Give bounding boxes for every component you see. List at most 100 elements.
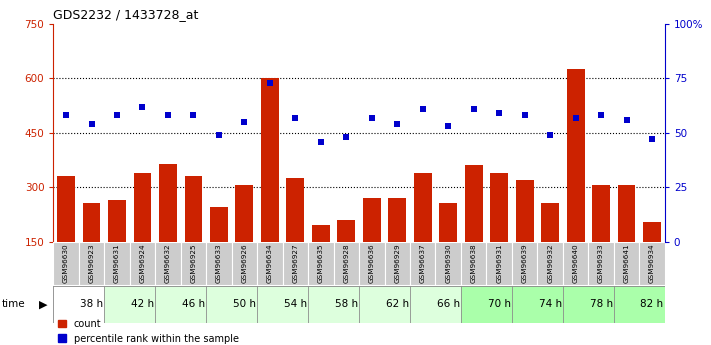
Bar [541, 204, 559, 241]
Bar [410, 286, 461, 323]
Bar [512, 241, 538, 285]
Bar [283, 241, 308, 285]
Text: GSM96635: GSM96635 [318, 243, 324, 283]
Bar [287, 178, 304, 242]
Point [137, 104, 148, 109]
Point [519, 113, 530, 118]
Bar [643, 221, 661, 242]
Text: GSM96934: GSM96934 [649, 243, 655, 283]
Bar [79, 241, 105, 285]
Text: 46 h: 46 h [182, 299, 205, 309]
Bar [333, 241, 359, 285]
Text: 78 h: 78 h [589, 299, 613, 309]
Bar [567, 69, 584, 241]
Bar [515, 180, 533, 242]
Text: GSM96925: GSM96925 [191, 243, 196, 283]
Point [646, 137, 658, 142]
Point [468, 106, 479, 112]
Bar [312, 225, 330, 241]
Text: GSM96638: GSM96638 [471, 243, 476, 283]
Text: GSM96931: GSM96931 [496, 243, 502, 283]
Point [213, 132, 225, 138]
Point [162, 113, 173, 118]
Point [493, 110, 505, 116]
Bar [465, 165, 483, 242]
Text: GSM96923: GSM96923 [89, 243, 95, 283]
Bar [614, 286, 665, 323]
Text: GSM96932: GSM96932 [547, 243, 553, 283]
Bar [181, 241, 206, 285]
Bar [108, 200, 126, 242]
Text: 66 h: 66 h [437, 299, 460, 309]
Text: 82 h: 82 h [641, 299, 663, 309]
Point [315, 139, 326, 144]
Text: GSM96930: GSM96930 [445, 243, 451, 283]
Text: GSM96639: GSM96639 [522, 243, 528, 283]
Point [392, 121, 403, 127]
Bar [159, 164, 177, 242]
Bar [563, 241, 589, 285]
Text: GSM96641: GSM96641 [624, 243, 629, 283]
Bar [53, 286, 105, 323]
Text: 58 h: 58 h [335, 299, 358, 309]
Text: GSM96929: GSM96929 [395, 243, 400, 283]
Text: GSM96631: GSM96631 [114, 243, 120, 283]
Bar [491, 172, 508, 242]
Bar [592, 185, 610, 242]
Text: GSM96640: GSM96640 [572, 243, 579, 283]
Text: GSM96927: GSM96927 [292, 243, 299, 283]
Bar [257, 241, 283, 285]
Bar [461, 241, 486, 285]
Point [289, 115, 301, 120]
Bar [105, 286, 155, 323]
Bar [155, 241, 181, 285]
Bar [512, 286, 563, 323]
Bar [639, 241, 665, 285]
Point [188, 113, 199, 118]
Bar [57, 176, 75, 242]
Bar [206, 241, 232, 285]
Text: 54 h: 54 h [284, 299, 307, 309]
Bar [232, 241, 257, 285]
Bar [414, 172, 432, 242]
Bar [82, 204, 100, 241]
Bar [129, 241, 155, 285]
Bar [589, 241, 614, 285]
Text: 38 h: 38 h [80, 299, 103, 309]
Point [112, 113, 123, 118]
Text: ▶: ▶ [39, 299, 48, 309]
Text: GSM96632: GSM96632 [165, 243, 171, 283]
Bar [53, 241, 79, 285]
Text: 42 h: 42 h [131, 299, 154, 309]
Text: 74 h: 74 h [538, 299, 562, 309]
Bar [308, 286, 359, 323]
Text: GSM96634: GSM96634 [267, 243, 273, 283]
Bar [563, 286, 614, 323]
Point [341, 135, 352, 140]
Point [570, 115, 582, 120]
Bar [410, 241, 435, 285]
Text: GSM96933: GSM96933 [598, 243, 604, 283]
Text: GSM96928: GSM96928 [343, 243, 349, 283]
Text: 70 h: 70 h [488, 299, 510, 309]
Bar [359, 241, 385, 285]
Text: GSM96630: GSM96630 [63, 243, 69, 283]
Point [545, 132, 556, 138]
Bar [155, 286, 206, 323]
Bar [614, 241, 639, 285]
Bar [210, 207, 228, 242]
Bar [261, 78, 279, 242]
Text: GSM96924: GSM96924 [139, 243, 146, 283]
Bar [618, 185, 636, 242]
Bar [538, 241, 563, 285]
Point [60, 113, 72, 118]
Bar [338, 220, 356, 242]
Text: time: time [2, 299, 26, 309]
Bar [206, 286, 257, 323]
Text: GSM96636: GSM96636 [369, 243, 375, 283]
Point [417, 106, 429, 112]
Point [239, 119, 250, 125]
Bar [461, 286, 512, 323]
Bar [185, 176, 203, 242]
Bar [363, 198, 380, 241]
